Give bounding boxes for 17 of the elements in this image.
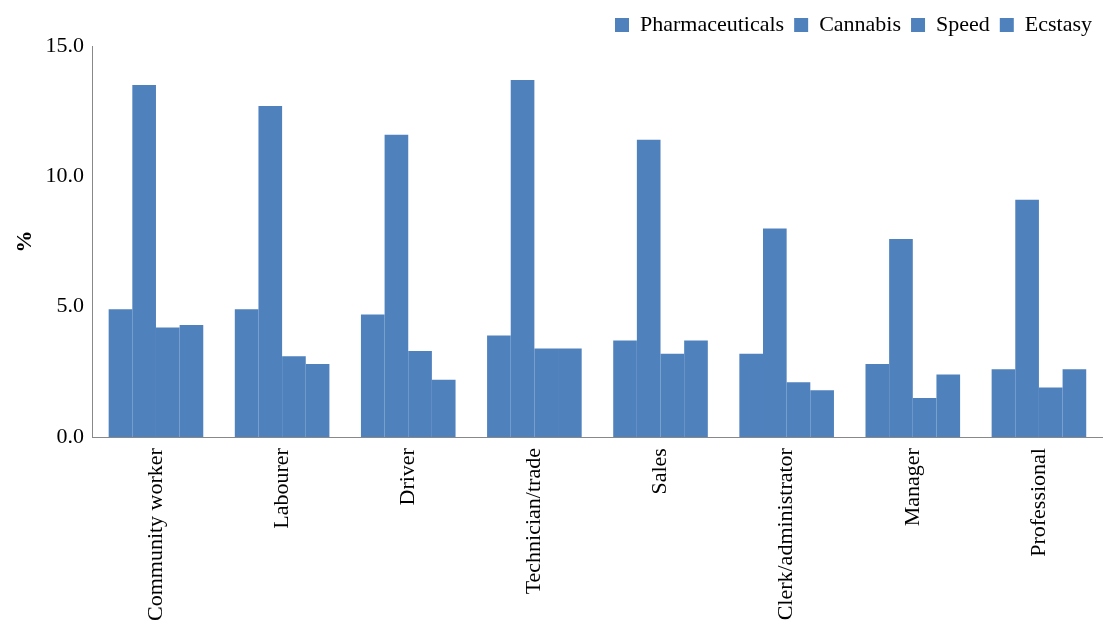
x-tick-label: Driver bbox=[394, 447, 420, 506]
x-tick-label: Sales bbox=[646, 448, 672, 495]
x-tick-label: Clerk/administrator bbox=[772, 447, 798, 621]
x-tick-label: Labourer bbox=[267, 447, 293, 529]
y-tick-label: 10.0 bbox=[45, 162, 84, 188]
y-tick-label: 15.0 bbox=[45, 31, 84, 57]
x-tick-label: Manager bbox=[898, 447, 924, 527]
y-tick-label: 5.0 bbox=[56, 292, 84, 318]
x-tick-label: Community worker bbox=[141, 447, 167, 622]
x-tick-label: Technician/trade bbox=[520, 448, 546, 595]
legend-label: Ecstasy bbox=[1024, 10, 1092, 36]
legend-label: Cannabis bbox=[819, 10, 902, 36]
y-axis-title: % bbox=[10, 230, 36, 253]
x-tick-label: Professional bbox=[1024, 448, 1050, 557]
y-tick-label: 0.0 bbox=[56, 422, 84, 448]
legend-label: Pharmaceuticals bbox=[640, 10, 785, 36]
legend-label: Speed bbox=[936, 10, 990, 36]
